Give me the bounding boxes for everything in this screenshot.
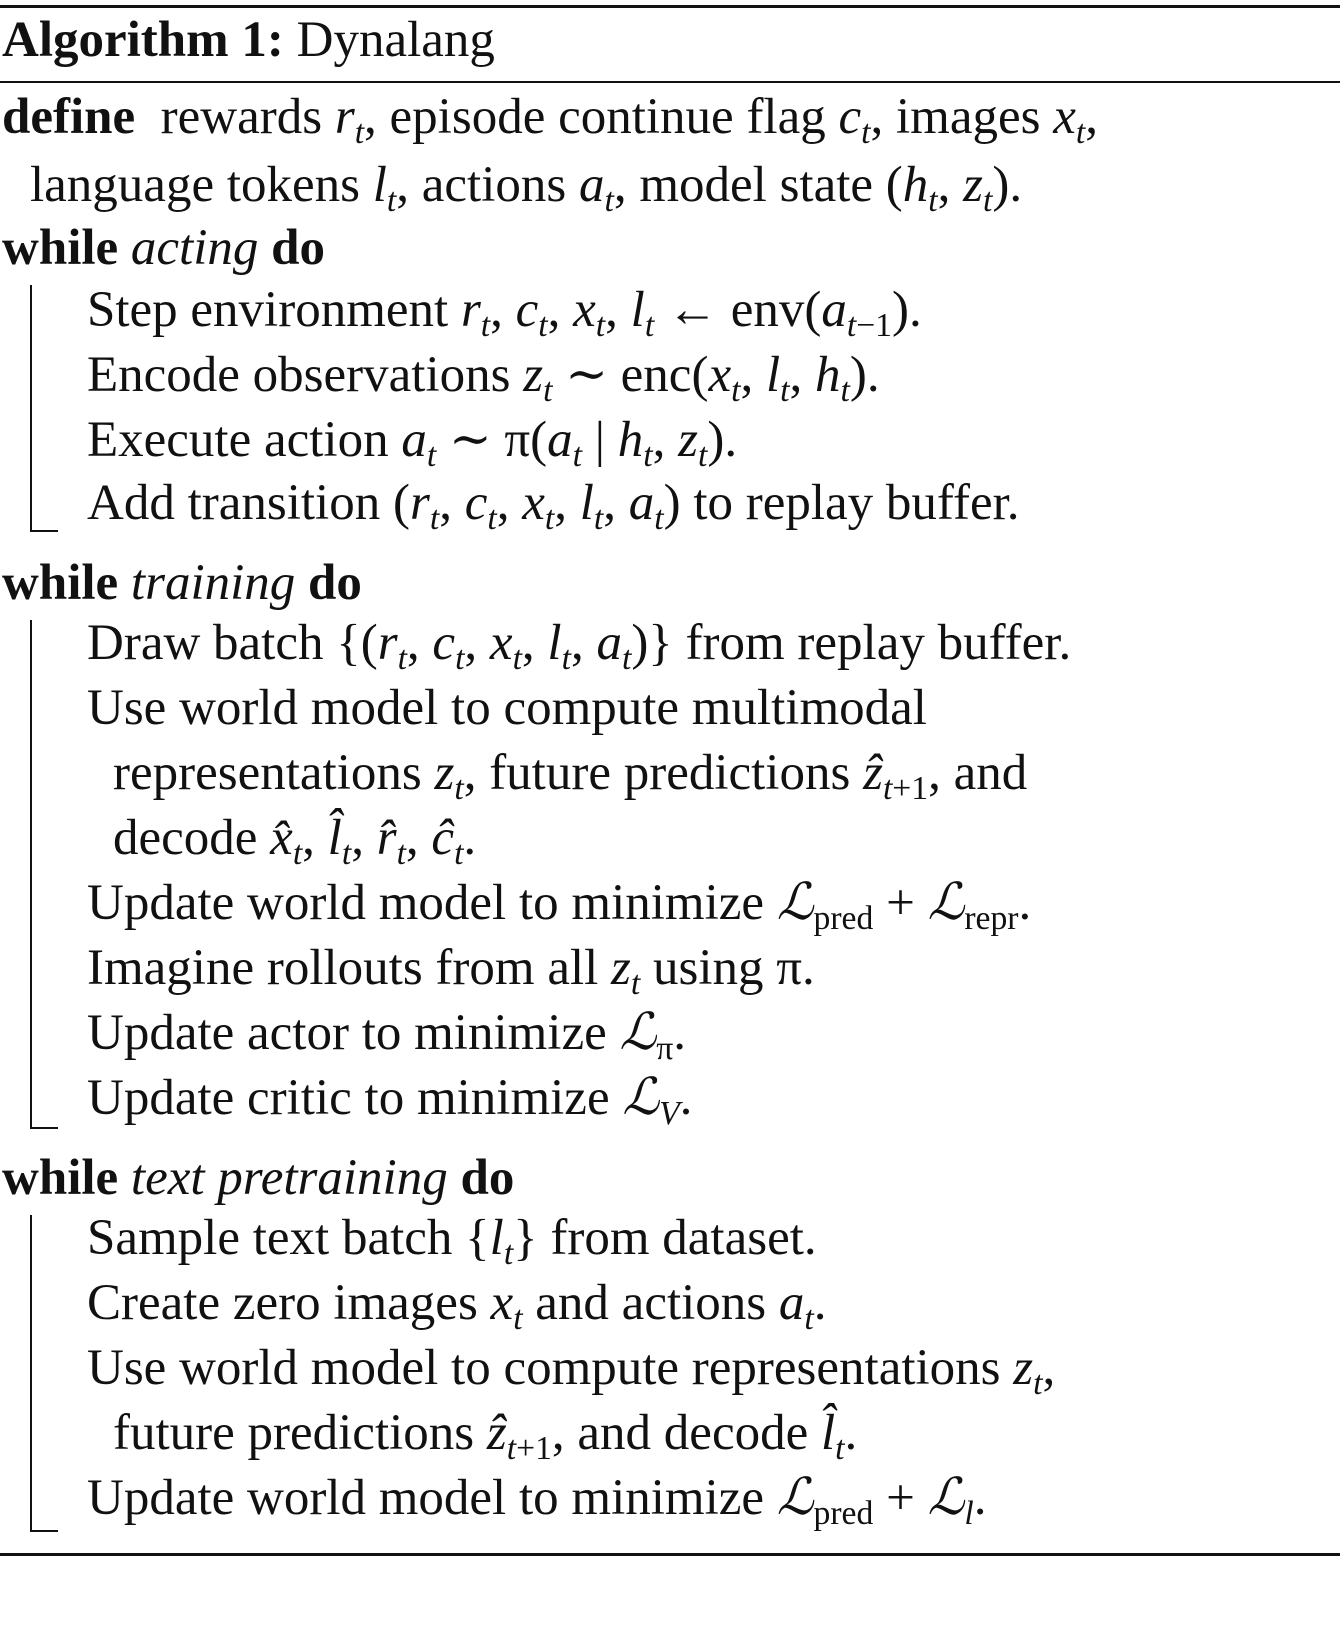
define-line-2: language tokens lt, actions at, model st… (30, 157, 1023, 220)
pretrain-step-3b: future predictions ẑt+1, and decode l̂t. (113, 1405, 858, 1468)
pretrain-step-3a: Use world model to compute representatio… (87, 1340, 1056, 1403)
caption-rule (0, 81, 1340, 83)
training-step-2a: Use world model to compute multimodal (87, 680, 927, 736)
while-training-header: while training do (2, 555, 362, 611)
while-acting-header: while acting do (2, 220, 326, 276)
training-step-1: Draw batch {(rt, ct, xt, lt, at)} from r… (87, 615, 1072, 678)
algorithm-label: Algorithm 1: (2, 12, 284, 68)
training-step-4: Imagine rollouts from all zt using π. (87, 940, 815, 1003)
algorithm-caption: Algorithm 1: Dynalang (2, 10, 495, 70)
acting-step-3: Execute action at ∼ π(at | ht, zt). (87, 412, 738, 475)
define-keyword: define (2, 89, 136, 145)
top-rule (0, 5, 1340, 8)
acting-block-bracket (30, 285, 58, 532)
training-step-2c: decode x̂t, l̂t, r̂t, ĉt. (113, 810, 477, 873)
pretrain-step-1: Sample text batch {lt} from dataset. (87, 1210, 817, 1273)
pretrain-step-4: Update world model to minimize ℒpred + ℒ… (87, 1468, 987, 1533)
pretrain-step-2: Create zero images xt and actions at. (87, 1275, 827, 1338)
training-step-2b: representations zt, future predictions ẑ… (113, 745, 1028, 808)
define-line-1: define rewards rt, episode continue flag… (2, 89, 1098, 152)
acting-step-2: Encode observations zt ∼ enc(xt, lt, ht)… (87, 347, 880, 410)
training-step-6: Update critic to minimize ℒV. (87, 1068, 693, 1133)
algorithm-name: Dynalang (296, 12, 495, 68)
while-pretraining-header: while text pretraining do (2, 1150, 515, 1206)
training-block-bracket (30, 620, 58, 1129)
training-step-5: Update actor to minimize ℒπ. (87, 1003, 686, 1068)
bottom-rule (0, 1553, 1340, 1556)
acting-step-4: Add transition (rt, ct, xt, lt, at) to r… (87, 475, 1020, 538)
acting-step-1: Step environment rt, ct, xt, lt ← env(at… (87, 282, 922, 345)
training-step-3: Update world model to minimize ℒpred + ℒ… (87, 873, 1032, 938)
pretraining-block-bracket (30, 1215, 58, 1532)
